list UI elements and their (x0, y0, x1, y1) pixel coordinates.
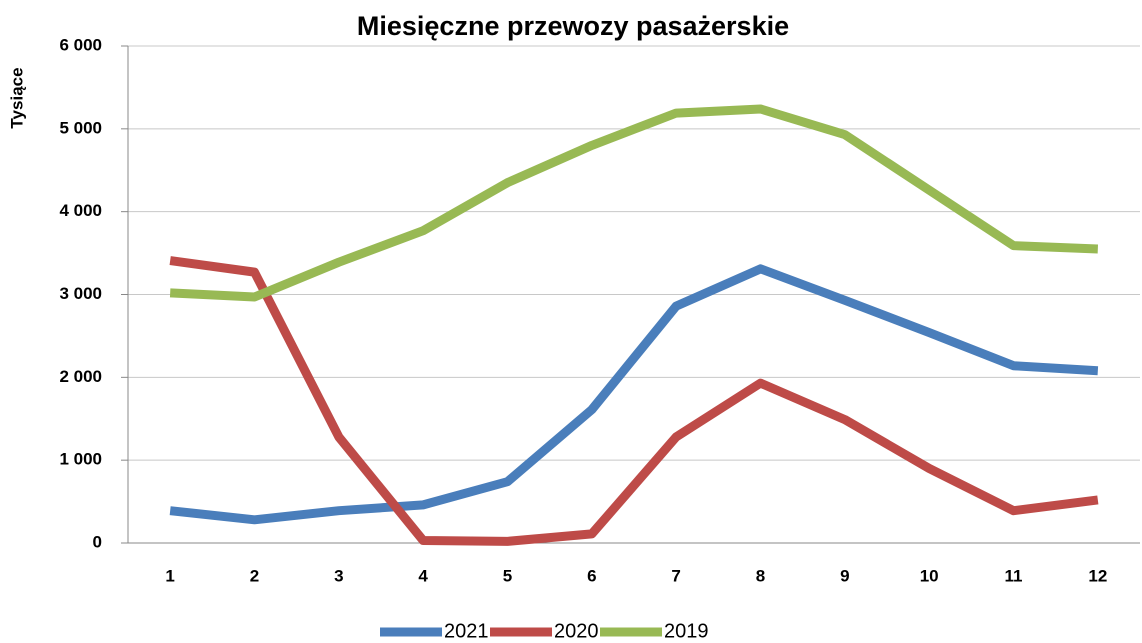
x-tick-label: 5 (503, 566, 512, 585)
y-tick-label: 2 000 (59, 367, 102, 386)
x-tick-label: 7 (671, 566, 680, 585)
x-tick-label: 6 (587, 566, 596, 585)
y-tick-label: 5 000 (59, 118, 102, 137)
x-tick-label: 11 (1005, 566, 1023, 585)
chart-title: Miesięczne przewozy pasażerskie (357, 11, 789, 41)
x-tick-label: 10 (920, 566, 939, 585)
y-tick-label: 1 000 (59, 450, 102, 469)
x-tick-label: 3 (334, 566, 343, 585)
x-tick-label: 9 (840, 566, 849, 585)
y-axis-label: Tysiące (7, 67, 26, 128)
legend-label: 2019 (664, 620, 709, 642)
series-line (169, 104, 1099, 302)
series-line (169, 256, 1099, 546)
x-tick-label: 2 (250, 566, 259, 585)
x-tick-label: 8 (756, 566, 765, 585)
x-tick-label: 4 (418, 566, 428, 585)
y-tick-label: 6 000 (59, 35, 102, 54)
legend-label: 2020 (554, 620, 599, 642)
y-tick-label: 4 000 (59, 201, 102, 220)
series-line (169, 264, 1099, 525)
legend-label: 2021 (444, 620, 489, 642)
x-tick-label: 12 (1088, 566, 1107, 585)
y-tick-label: 3 000 (59, 284, 102, 303)
y-tick-label: 0 (93, 532, 102, 551)
x-tick-label: 1 (165, 566, 174, 585)
